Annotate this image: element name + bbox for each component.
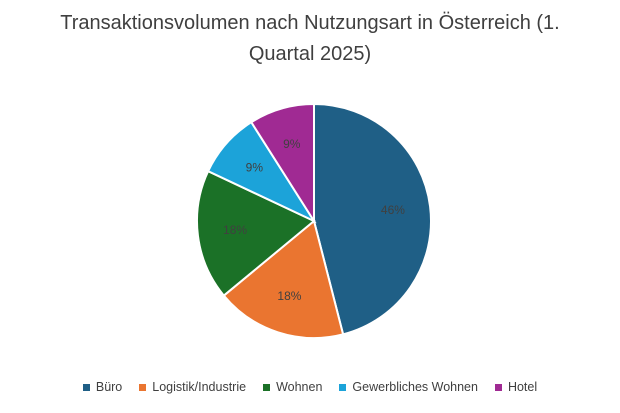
legend-item-büro: Büro [82, 380, 123, 394]
data-label-gewerbliches-wohnen: 9% [246, 161, 264, 175]
legend-swatch [494, 383, 502, 391]
legend-item-wohnen: Wohnen [263, 380, 322, 394]
pie-slice-wohnen [196, 169, 316, 297]
legend-swatch [339, 383, 347, 391]
data-label-logistik-industrie: 18% [277, 289, 301, 303]
legend-label: Gewerbliches Wohnen [352, 380, 478, 394]
data-label-hotel: 9% [283, 137, 301, 151]
legend-item-gewerbliches-wohnen: Gewerbliches Wohnen [339, 380, 478, 394]
legend-label: Büro [95, 380, 123, 394]
legend-swatch [82, 383, 90, 391]
pie-slice-büro [313, 102, 432, 336]
legend-swatch [263, 383, 271, 391]
chart-legend: Büro Logistik/Industrie Wohnen Gewerbliches… [0, 380, 620, 394]
legend-label: Wohnen [276, 380, 323, 394]
legend-item-logistik-industrie: Logistik/Industrie [139, 380, 246, 394]
pie-slice-logistik-industrie [222, 219, 345, 339]
data-label-büro: 46% [381, 203, 405, 217]
data-label-wohnen: 18% [223, 223, 247, 237]
chart-title: Transaktionsvolumen nach Nutzungsart in … [60, 12, 560, 65]
legend-swatch [139, 383, 147, 391]
legend-label: Logistik/Industrie [152, 380, 247, 394]
legend-label: Hotel [507, 380, 538, 394]
pie-slice-hotel [249, 102, 315, 225]
legend-item-hotel: Hotel [494, 380, 538, 394]
